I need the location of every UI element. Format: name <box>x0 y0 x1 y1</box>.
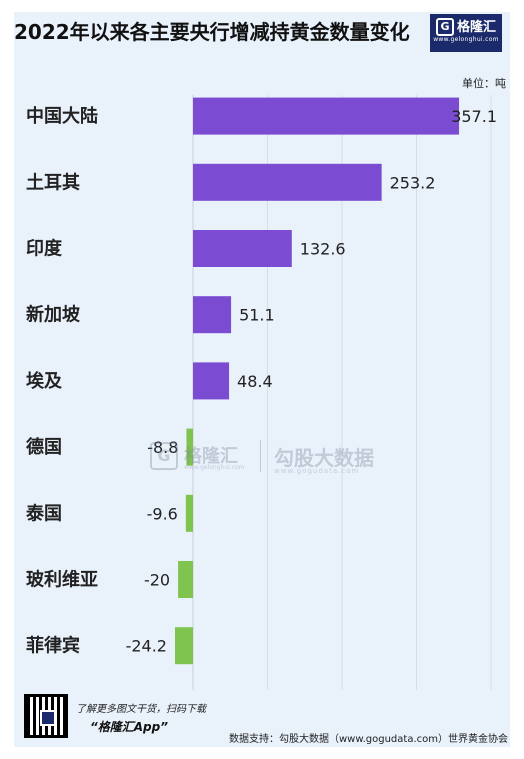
data-source: 数据支持：勾股大数据（www.gogudata.com）世界黄金协会 <box>228 734 508 745</box>
bar[interactable] <box>178 561 193 598</box>
value-label: 132.6 <box>300 240 346 259</box>
value-label: -20 <box>144 571 170 590</box>
watermark-brand-a-url: www.gelonghui.com <box>184 464 245 471</box>
value-label: 51.1 <box>239 306 275 325</box>
category-label: 德国 <box>26 436 62 458</box>
category-label: 新加坡 <box>26 304 81 326</box>
bar[interactable] <box>193 163 382 201</box>
logo-url: www.gelonghui.com <box>433 36 499 43</box>
value-label: 357.1 <box>451 107 497 126</box>
value-label: -24.2 <box>126 637 167 656</box>
bar[interactable] <box>193 362 230 400</box>
value-label: -9.6 <box>147 504 178 523</box>
category-label: 印度 <box>26 238 63 260</box>
chart-title: 2022年以来各主要央行增减持黄金数量变化 <box>14 20 410 44</box>
qr-code-icon[interactable] <box>24 694 68 738</box>
category-label: 菲律宾 <box>26 635 80 657</box>
bar[interactable] <box>193 97 460 135</box>
bar[interactable] <box>174 627 193 665</box>
value-label: 48.4 <box>237 372 273 391</box>
watermark-g-icon: G <box>150 442 178 470</box>
value-label: 253.2 <box>390 173 436 192</box>
brand-logo[interactable]: G 格隆汇 www.gelonghui.com <box>430 14 502 52</box>
bar[interactable] <box>186 428 193 466</box>
category-label: 埃及 <box>26 370 63 392</box>
category-label: 玻利维亚 <box>26 569 98 591</box>
app-name: “格隆汇App” <box>90 720 168 734</box>
qr-center-logo-icon <box>40 710 56 726</box>
watermark-separator <box>260 440 261 472</box>
bar[interactable] <box>193 296 232 334</box>
bar[interactable] <box>185 494 193 532</box>
logo-name: 格隆汇 <box>456 19 496 35</box>
category-label: 中国大陆 <box>26 105 98 127</box>
watermark-brand-b-url: www.gogudata.com <box>274 467 360 475</box>
logo-g-icon: G <box>435 18 454 36</box>
category-label: 土耳其 <box>26 172 80 193</box>
promo-line: 了解更多图文干货，扫码下载 <box>76 704 206 715</box>
category-label: 泰国 <box>25 502 62 524</box>
watermark-brand-b: 勾股大数据 <box>274 446 374 470</box>
watermark-brand-a: 格隆汇 <box>184 446 238 467</box>
bar[interactable] <box>193 230 292 267</box>
watermark: G 格隆汇 www.gelonghui.com 勾股大数据 www.goguda… <box>150 438 390 478</box>
value-label: -8.8 <box>147 438 178 457</box>
unit-label: 单位：吨 <box>462 77 506 90</box>
